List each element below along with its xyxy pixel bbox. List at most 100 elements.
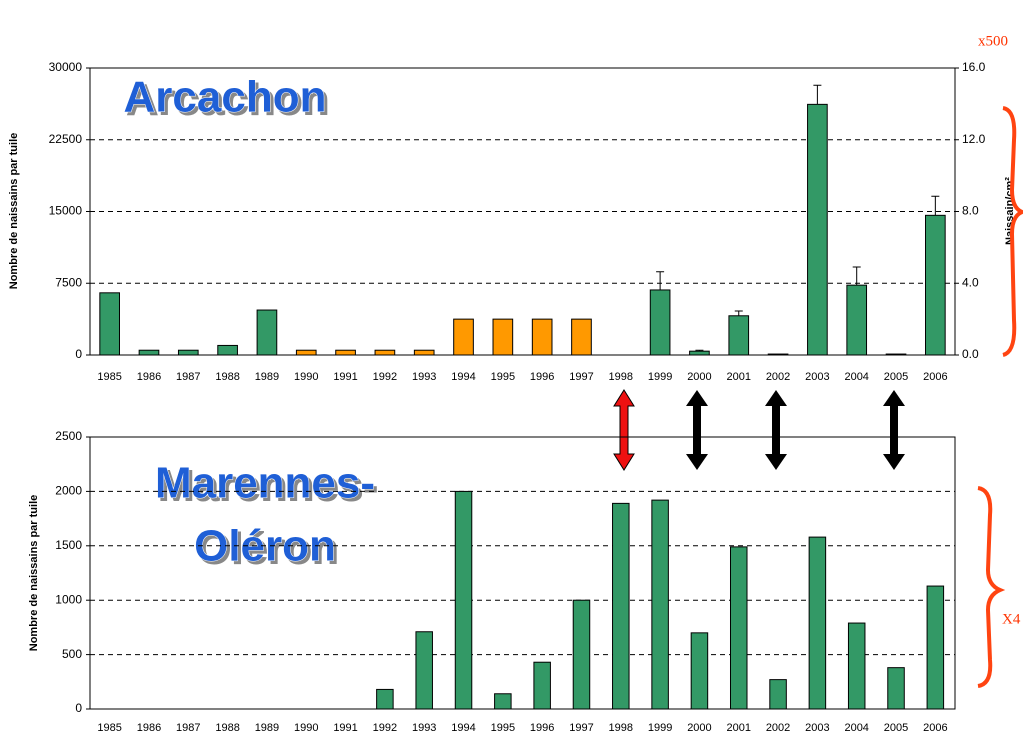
error-bar [931, 195, 940, 216]
arrow [686, 390, 905, 470]
annotation: X4 [1002, 611, 1021, 627]
y-tick-label: 500 [62, 647, 82, 661]
panel-title: Marennes- [155, 459, 375, 508]
x-tick-label: 1991 [333, 722, 357, 734]
bar [769, 679, 787, 710]
x-tick-label: 2000 [687, 722, 711, 734]
y-axis-label: Nombre de naissains par tuile [8, 133, 20, 290]
x-tick-label: 2005 [884, 722, 908, 734]
bar [453, 318, 474, 356]
bar [571, 318, 592, 356]
error-bar [656, 271, 665, 290]
arrow [613, 389, 635, 471]
x-tick-label: 1993 [412, 371, 436, 383]
x-tick-label: 1987 [176, 722, 200, 734]
x-tick-label: 1992 [373, 722, 397, 734]
x-tick-label: 1992 [373, 371, 397, 383]
brace [1002, 106, 1023, 357]
bar [729, 546, 748, 710]
bar [767, 353, 789, 356]
x-tick-label: 2006 [923, 722, 947, 734]
x-tick-label: 1999 [648, 371, 672, 383]
bar [454, 490, 473, 710]
y-tick-label: 0 [75, 347, 82, 361]
x-tick-label: 1985 [97, 722, 121, 734]
x-tick-label: 2004 [844, 371, 868, 383]
brace [977, 486, 1006, 688]
bar [256, 309, 278, 356]
x-tick-label: 2000 [687, 371, 711, 383]
x-tick-label: 1985 [97, 371, 121, 383]
bar [649, 289, 671, 356]
x-tick-label: 2001 [727, 371, 751, 383]
bar [533, 661, 551, 710]
x-tick-label: 1998 [609, 722, 633, 734]
error-bar [695, 349, 704, 352]
x-tick-label: 1997 [569, 371, 593, 383]
y-tick-label: 1000 [55, 592, 82, 606]
bar [492, 318, 514, 356]
bar [415, 631, 433, 710]
bar [572, 599, 591, 710]
y2-tick-label: 8.0 [962, 204, 979, 218]
y2-tick-label: 4.0 [962, 275, 979, 289]
bar [885, 353, 907, 356]
x-tick-label: 1988 [215, 371, 239, 383]
bar [887, 667, 905, 710]
panel-title: Arcachon [124, 73, 327, 122]
y-tick-label: 7500 [55, 275, 82, 289]
x-tick-label: 1990 [294, 371, 318, 383]
bar [335, 349, 356, 356]
bar [612, 502, 630, 710]
bar [295, 349, 317, 356]
plot-frame [89, 436, 956, 710]
x-tick-label: 1999 [648, 722, 672, 734]
x-tick-label: 2002 [766, 722, 790, 734]
x-tick-label: 1994 [451, 371, 475, 383]
bar [689, 350, 710, 356]
plot-frame [89, 67, 956, 356]
y-tick-label: 22500 [49, 132, 83, 146]
x-tick-label: 2003 [805, 371, 829, 383]
x-tick-label: 1989 [255, 722, 279, 734]
bar [494, 693, 512, 710]
x-tick-label: 2004 [844, 722, 868, 734]
x-tick-label: 1987 [176, 371, 200, 383]
bar [374, 349, 396, 356]
y-tick-label: 15000 [49, 204, 83, 218]
bar [99, 292, 120, 356]
y2-tick-label: 16.0 [962, 60, 986, 74]
bar [847, 622, 866, 710]
bar [531, 318, 553, 356]
x-tick-label: 2003 [805, 722, 829, 734]
x-tick-label: 1995 [491, 722, 515, 734]
bar [807, 103, 828, 356]
bar [177, 349, 199, 356]
x-tick-label: 2006 [923, 371, 947, 383]
bar [651, 499, 669, 710]
bar [376, 688, 394, 710]
x-tick-label: 1986 [137, 371, 161, 383]
bar [138, 349, 160, 356]
y2-tick-label: 12.0 [962, 132, 986, 146]
x-tick-label: 1995 [491, 371, 515, 383]
bar [846, 284, 868, 356]
x-tick-label: 1988 [215, 722, 239, 734]
bar [808, 536, 827, 710]
bar [217, 344, 238, 356]
y-axis-label: Nombre de naissains par tuile [28, 495, 40, 652]
x-tick-label: 1996 [530, 722, 554, 734]
y-tick-label: 2500 [55, 429, 82, 443]
x-tick-label: 2005 [884, 371, 908, 383]
y2-tick-label: 0.0 [962, 347, 979, 361]
error-bar [852, 266, 861, 286]
bar [413, 349, 435, 356]
error-bar [734, 310, 743, 316]
bar [728, 315, 750, 356]
bar [925, 214, 946, 356]
y-tick-label: 30000 [49, 60, 83, 74]
y-tick-label: 0 [75, 701, 82, 715]
x-tick-label: 1998 [609, 371, 633, 383]
x-tick-label: 1986 [137, 722, 161, 734]
y-tick-label: 1500 [55, 538, 82, 552]
